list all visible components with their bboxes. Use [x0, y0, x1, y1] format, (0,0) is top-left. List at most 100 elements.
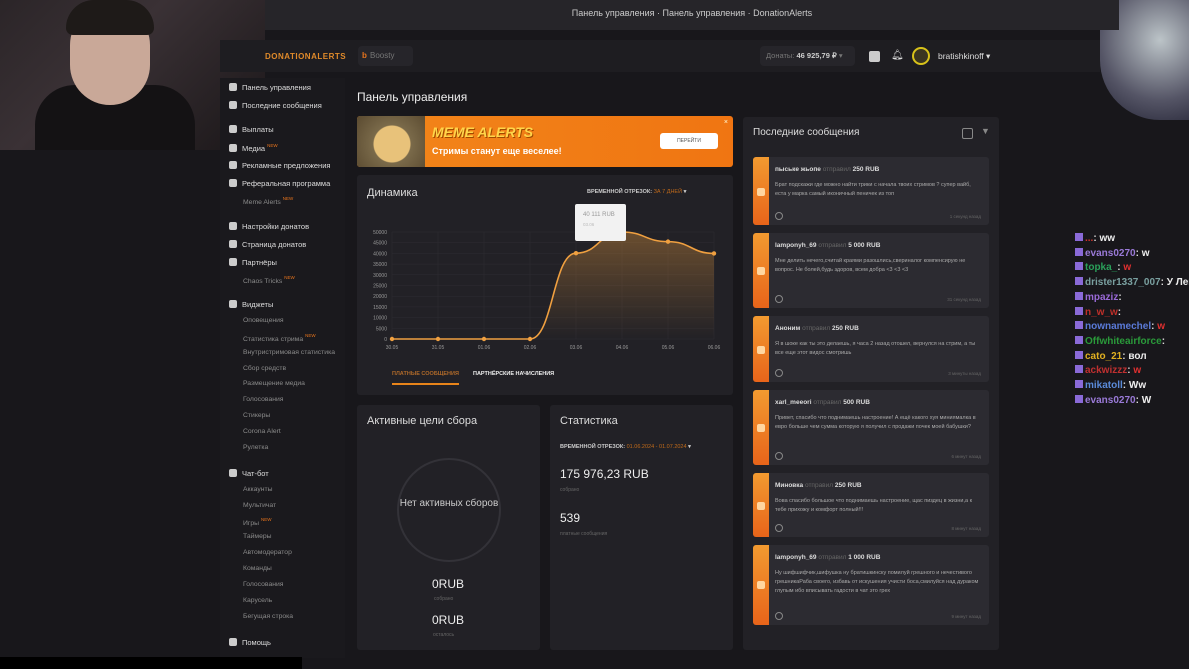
sidebar-item[interactable]: Стикеры — [243, 412, 270, 419]
sidebar-item[interactable]: Последние сообщения — [229, 101, 322, 110]
message-user[interactable]: xarl_meeori — [775, 399, 812, 406]
sidebar-icon — [229, 161, 237, 169]
sidebar-item[interactable]: Сбор средств — [243, 365, 286, 372]
sidebar-item[interactable]: Партнёры — [229, 258, 277, 267]
message-header: Миновка отправил 250 RUB — [775, 482, 862, 489]
sidebar-item[interactable]: Meme AlertsNEW — [243, 196, 293, 206]
message-amount: 5 000 RUB — [848, 242, 881, 249]
sidebar-item[interactable]: Оповещения — [243, 317, 284, 324]
donates-dropdown[interactable]: Донаты: 46 925,79 ₽ ▾ — [760, 46, 855, 66]
y-tick-label: 30000 — [373, 273, 387, 279]
tab-paid-messages[interactable]: ПЛАТНЫЕ СООБЩЕНИЯ — [392, 371, 459, 385]
close-icon[interactable]: × — [723, 119, 728, 126]
sidebar-item[interactable]: Бегущая строка — [243, 613, 293, 620]
stats-period-label: ВРЕМЕННОЙ ОТРЕЗОК: — [560, 444, 626, 450]
stats-period-value: 01.06.2024 - 01.07.2024 — [626, 444, 687, 450]
message-time: 31 секунд назад — [947, 297, 981, 302]
sidebar-item-label: Чат-бот — [242, 469, 269, 478]
collected-label: собрано — [434, 596, 454, 602]
sidebar-item[interactable]: ИгрыNEW — [243, 517, 272, 527]
sidebar-item[interactable]: Аккаунты — [243, 486, 272, 493]
logo[interactable]: DONATIONALERTS — [265, 52, 347, 61]
bell-icon[interactable]: 🔔︎ — [891, 50, 904, 61]
stats-period-selector[interactable]: ВРЕМЕННОЙ ОТРЕЗОК: 01.06.2024 - 01.07.20… — [560, 444, 691, 450]
gift-icon[interactable] — [869, 51, 880, 62]
chat-badge-icon — [1075, 262, 1083, 271]
webcam-overlay — [0, 0, 265, 150]
chat-user: evans0270 — [1085, 394, 1136, 406]
message-text: Привет, спасибо что поднимаешь настроени… — [775, 415, 976, 430]
sidebar-item[interactable]: Панель управления — [229, 83, 311, 92]
sidebar-item[interactable]: Голосования — [243, 396, 283, 403]
chat-text: w — [1157, 321, 1166, 333]
replay-icon[interactable] — [775, 612, 783, 620]
chat-message: evans0270: W — [1075, 394, 1189, 409]
go-button[interactable]: ПЕРЕЙТИ — [660, 133, 718, 149]
sidebar-item[interactable]: Рулетка — [243, 444, 268, 451]
sidebar-item[interactable]: Настройки донатов — [229, 222, 309, 231]
replay-icon[interactable] — [775, 452, 783, 460]
sidebar-item-label: Статистика стрима — [243, 336, 304, 343]
sidebar-item[interactable]: Медиа NEW — [229, 143, 278, 153]
sidebar-item[interactable]: Карусель — [243, 597, 272, 604]
message-user[interactable]: Аноним — [775, 325, 801, 332]
avatar[interactable] — [912, 47, 930, 65]
x-tick-label: 03.06 — [570, 345, 583, 351]
replay-icon[interactable] — [775, 212, 783, 220]
sidebar-item[interactable]: Рекламные предложения — [229, 161, 330, 170]
sidebar-item[interactable]: Статистика стримаNEW — [243, 333, 316, 343]
sidebar-item[interactable]: Corona Alert — [243, 428, 281, 435]
sidebar-item[interactable]: Чат-бот — [229, 469, 269, 478]
message-time: 8 минут назад — [951, 526, 981, 531]
sidebar-item[interactable]: Мультичат — [243, 502, 276, 509]
chart-line — [392, 231, 715, 340]
banner-title: MEME ALERTS — [432, 124, 534, 140]
sidebar-item[interactable]: Виджеты — [229, 300, 273, 309]
donation-icon — [757, 187, 765, 196]
page-title: Панель управления — [357, 90, 468, 104]
sidebar-item-label: Оповещения — [243, 317, 284, 324]
user-menu[interactable]: bratishkinoff ▾ — [938, 51, 991, 61]
chat-badge-icon — [1075, 233, 1083, 241]
sidebar-item[interactable]: Помощь — [229, 638, 271, 647]
message-user[interactable]: lamponyh_69 — [775, 242, 817, 249]
sidebar-item-label: Команды — [243, 565, 272, 572]
sidebar-item[interactable]: Размещение медиа — [243, 380, 305, 387]
sidebar-item[interactable]: Chaos TricksNEW — [243, 275, 295, 285]
replay-icon[interactable] — [775, 369, 783, 377]
message-user[interactable]: пыське жьопе — [775, 166, 821, 173]
stats-count: 539 — [560, 511, 581, 525]
sidebar-item[interactable]: Страница донатов — [229, 240, 306, 249]
sidebar-item[interactable]: Реферальная программа — [229, 179, 330, 188]
replay-icon[interactable] — [775, 295, 783, 303]
popout-icon[interactable] — [962, 128, 973, 139]
dynamics-chart[interactable]: 0 5000 10000 15000 20000 25000 30000 35000 40000… — [357, 175, 733, 365]
donation-icon — [757, 423, 765, 432]
tooltip-date: 03.06 — [583, 222, 595, 227]
sidebar-item[interactable]: Автомодератор — [243, 549, 292, 556]
boosty-button[interactable]: b Boosty — [358, 46, 413, 66]
donates-label: Донаты: — [766, 51, 795, 60]
sidebar-item[interactable]: Голосования — [243, 581, 283, 588]
message-item: пыське жьопе отправил 250 RUB Брат подск… — [753, 157, 989, 225]
message-user[interactable]: lamponyh_69 — [775, 554, 817, 561]
filter-icon[interactable]: ▼ — [981, 126, 990, 136]
tab-partner-earnings[interactable]: ПАРТНЁРСКИЕ НАЧИСЛЕНИЯ — [473, 371, 555, 377]
sidebar-icon — [229, 258, 237, 266]
sidebar-item[interactable]: Внутристримовая статистика — [243, 349, 335, 356]
sidebar-item[interactable]: Выплаты — [229, 125, 274, 134]
x-tick-label: 01.06 — [478, 345, 491, 351]
meme-alerts-banner[interactable]: MEME ALERTS Стримы станут еще веселее! П… — [357, 116, 733, 167]
period-selector[interactable]: ВРЕМЕННОЙ ОТРЕЗОК: ЗА 7 ДНЕЙ ▾ — [587, 189, 687, 195]
sent-word: отправил — [818, 242, 847, 249]
sidebar-item-label: Реферальная программа — [242, 179, 331, 188]
sidebar-item-label: Голосования — [243, 581, 284, 588]
replay-icon[interactable] — [775, 524, 783, 532]
sidebar-item[interactable]: Команды — [243, 565, 272, 572]
chat-badge-icon — [1075, 321, 1083, 330]
sidebar-icon — [229, 179, 237, 187]
sidebar-item-label: Внутристримовая статистика — [243, 349, 335, 356]
chart-area — [392, 232, 714, 339]
sidebar-item[interactable]: Таймеры — [243, 533, 272, 540]
message-user[interactable]: Миновка — [775, 482, 804, 489]
